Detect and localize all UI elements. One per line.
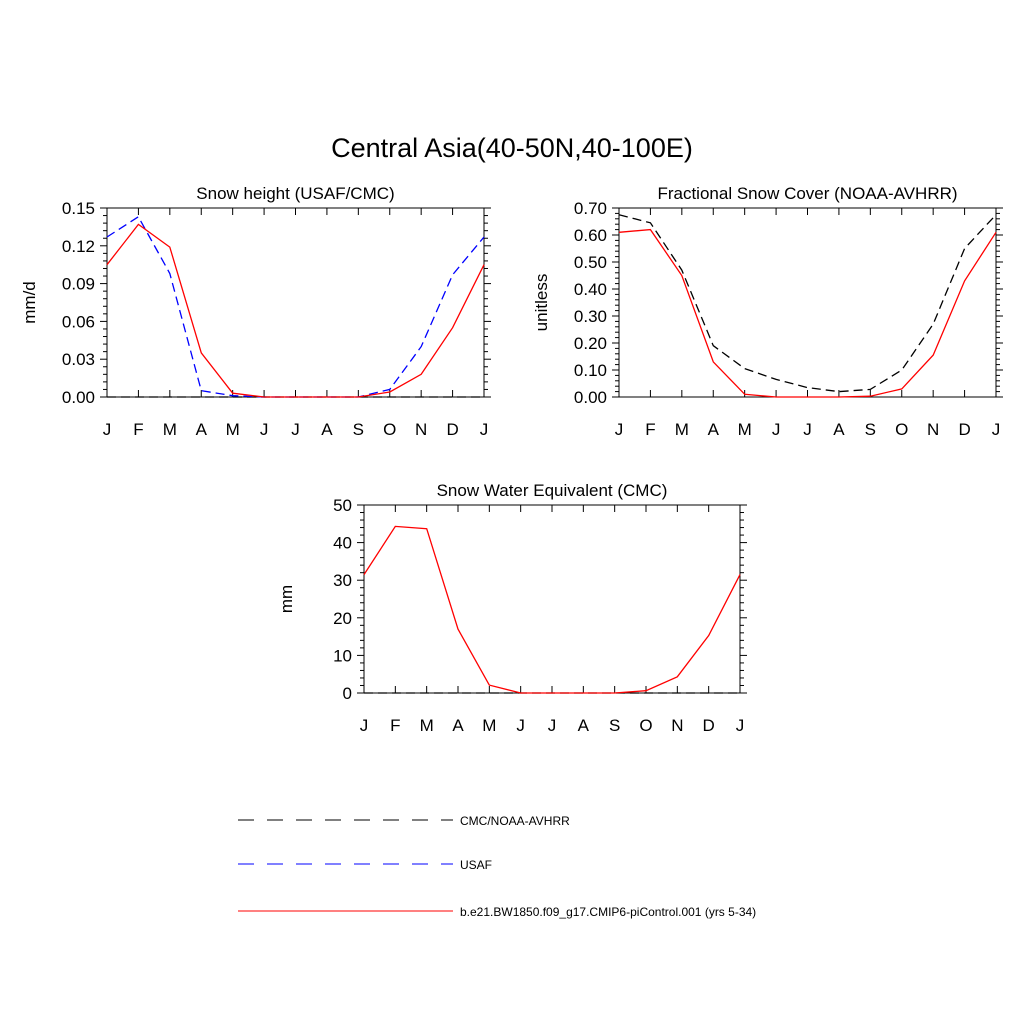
y-tick-label: 0.40: [574, 280, 607, 299]
x-tick-label: J: [260, 420, 269, 439]
x-tick-label: J: [291, 420, 300, 439]
y-tick-label: 50: [333, 496, 352, 515]
chart-panel-3: Snow Water Equivalent (CMC) mm 0 10 20 30 40 50…: [277, 481, 747, 735]
y-tick-label: 0.12: [62, 237, 95, 256]
y-axis-label: mm/d: [20, 281, 39, 324]
x-tick-label: J: [736, 716, 745, 735]
x-tick-label: J: [615, 420, 624, 439]
y-tick-label: 0.03: [62, 350, 95, 369]
y-tick-label: 0.20: [574, 334, 607, 353]
x-tick-label: D: [446, 420, 458, 439]
x-tick-label: F: [133, 420, 143, 439]
x-tick-label: M: [163, 420, 177, 439]
legend: CMC/NOAA-AVHRR USAF b.e21.BW1850.f09_g17.C…: [238, 814, 756, 919]
x-tick-label: J: [516, 716, 525, 735]
x-tick-label: J: [360, 716, 369, 735]
x-tick-label: D: [958, 420, 970, 439]
chart-title: Snow Water Equivalent (CMC): [437, 481, 668, 500]
x-tick-label: F: [390, 716, 400, 735]
x-tick-label: J: [772, 420, 781, 439]
x-tick-label: J: [548, 716, 557, 735]
x-tick-label: S: [609, 716, 620, 735]
x-tick-label: S: [353, 420, 364, 439]
x-tick-label: O: [383, 420, 396, 439]
x-tick-label: A: [833, 420, 845, 439]
x-tick-label: M: [420, 716, 434, 735]
x-tick-label: A: [321, 420, 333, 439]
y-tick-label: 0.30: [574, 307, 607, 326]
figure-title: Central Asia(40-50N,40-100E): [331, 133, 693, 163]
series-line-b-e21-bw1850-f09-g17-cmip6-picontrol-001-yrs-5-34: [618, 228, 997, 398]
x-tick-label: O: [639, 716, 652, 735]
y-tick-label: 0.15: [62, 199, 95, 218]
y-tick-label: 0.00: [62, 388, 95, 407]
chart-panel-1: Snow height (USAF/CMC) mm/d 0.00 0.03 0.06 0.…: [20, 184, 491, 439]
y-axis-label: mm: [277, 585, 296, 613]
series-line-b-e21-bw1850-f09-g17-cmip6-picontrol-001-yrs-5-34: [106, 223, 485, 398]
y-tick-label: 0.09: [62, 275, 95, 294]
y-axis-label: unitless: [532, 274, 551, 332]
y-tick-label: 0: [343, 684, 352, 703]
y-tick-label: 0.50: [574, 253, 607, 272]
chart-title: Fractional Snow Cover (NOAA-AVHRR): [657, 184, 957, 203]
legend-label-1: CMC/NOAA-AVHRR: [460, 814, 570, 828]
x-tick-label: J: [480, 420, 489, 439]
x-tick-label: J: [803, 420, 812, 439]
x-tick-label: A: [708, 420, 720, 439]
x-tick-label: O: [895, 420, 908, 439]
x-tick-label: M: [738, 420, 752, 439]
series-line-cmc-noaa-avhrr: [618, 214, 997, 393]
y-tick-label: 0.60: [574, 226, 607, 245]
x-tick-label: M: [675, 420, 689, 439]
plot-frame: [618, 207, 997, 398]
x-tick-label: A: [196, 420, 208, 439]
x-tick-label: F: [645, 420, 655, 439]
x-tick-label: J: [103, 420, 112, 439]
y-tick-label: 20: [333, 609, 352, 628]
series-line-usaf: [106, 215, 485, 398]
chart-panel-2: Fractional Snow Cover (NOAA-AVHRR) unitle…: [532, 184, 1003, 439]
y-tick-label: 30: [333, 571, 352, 590]
x-tick-label: A: [578, 716, 590, 735]
legend-label-3: b.e21.BW1850.f09_g17.CMIP6-piControl.001…: [460, 905, 756, 919]
chart-title: Snow height (USAF/CMC): [196, 184, 394, 203]
x-tick-label: J: [992, 420, 1001, 439]
x-tick-label: N: [671, 716, 683, 735]
x-tick-label: S: [865, 420, 876, 439]
y-tick-label: 0.00: [574, 388, 607, 407]
y-tick-label: 0.06: [62, 312, 95, 331]
y-tick-label: 40: [333, 534, 352, 553]
y-tick-label: 0.70: [574, 199, 607, 218]
plot-frame: [106, 207, 485, 398]
x-tick-label: N: [415, 420, 427, 439]
y-tick-label: 10: [333, 646, 352, 665]
x-tick-label: A: [452, 716, 464, 735]
x-tick-label: M: [482, 716, 496, 735]
y-tick-label: 0.10: [574, 361, 607, 380]
x-tick-label: N: [927, 420, 939, 439]
series-line-b-e21-bw1850-f09-g17-cmip6-picontrol-001-yrs-5-34: [363, 525, 741, 694]
plot-frame: [363, 504, 741, 694]
chart-panels: Snow height (USAF/CMC) mm/d 0.00 0.03 0.06 0.…: [20, 184, 1003, 735]
x-tick-label: D: [703, 716, 715, 735]
x-tick-label: M: [226, 420, 240, 439]
legend-label-2: USAF: [460, 858, 492, 872]
